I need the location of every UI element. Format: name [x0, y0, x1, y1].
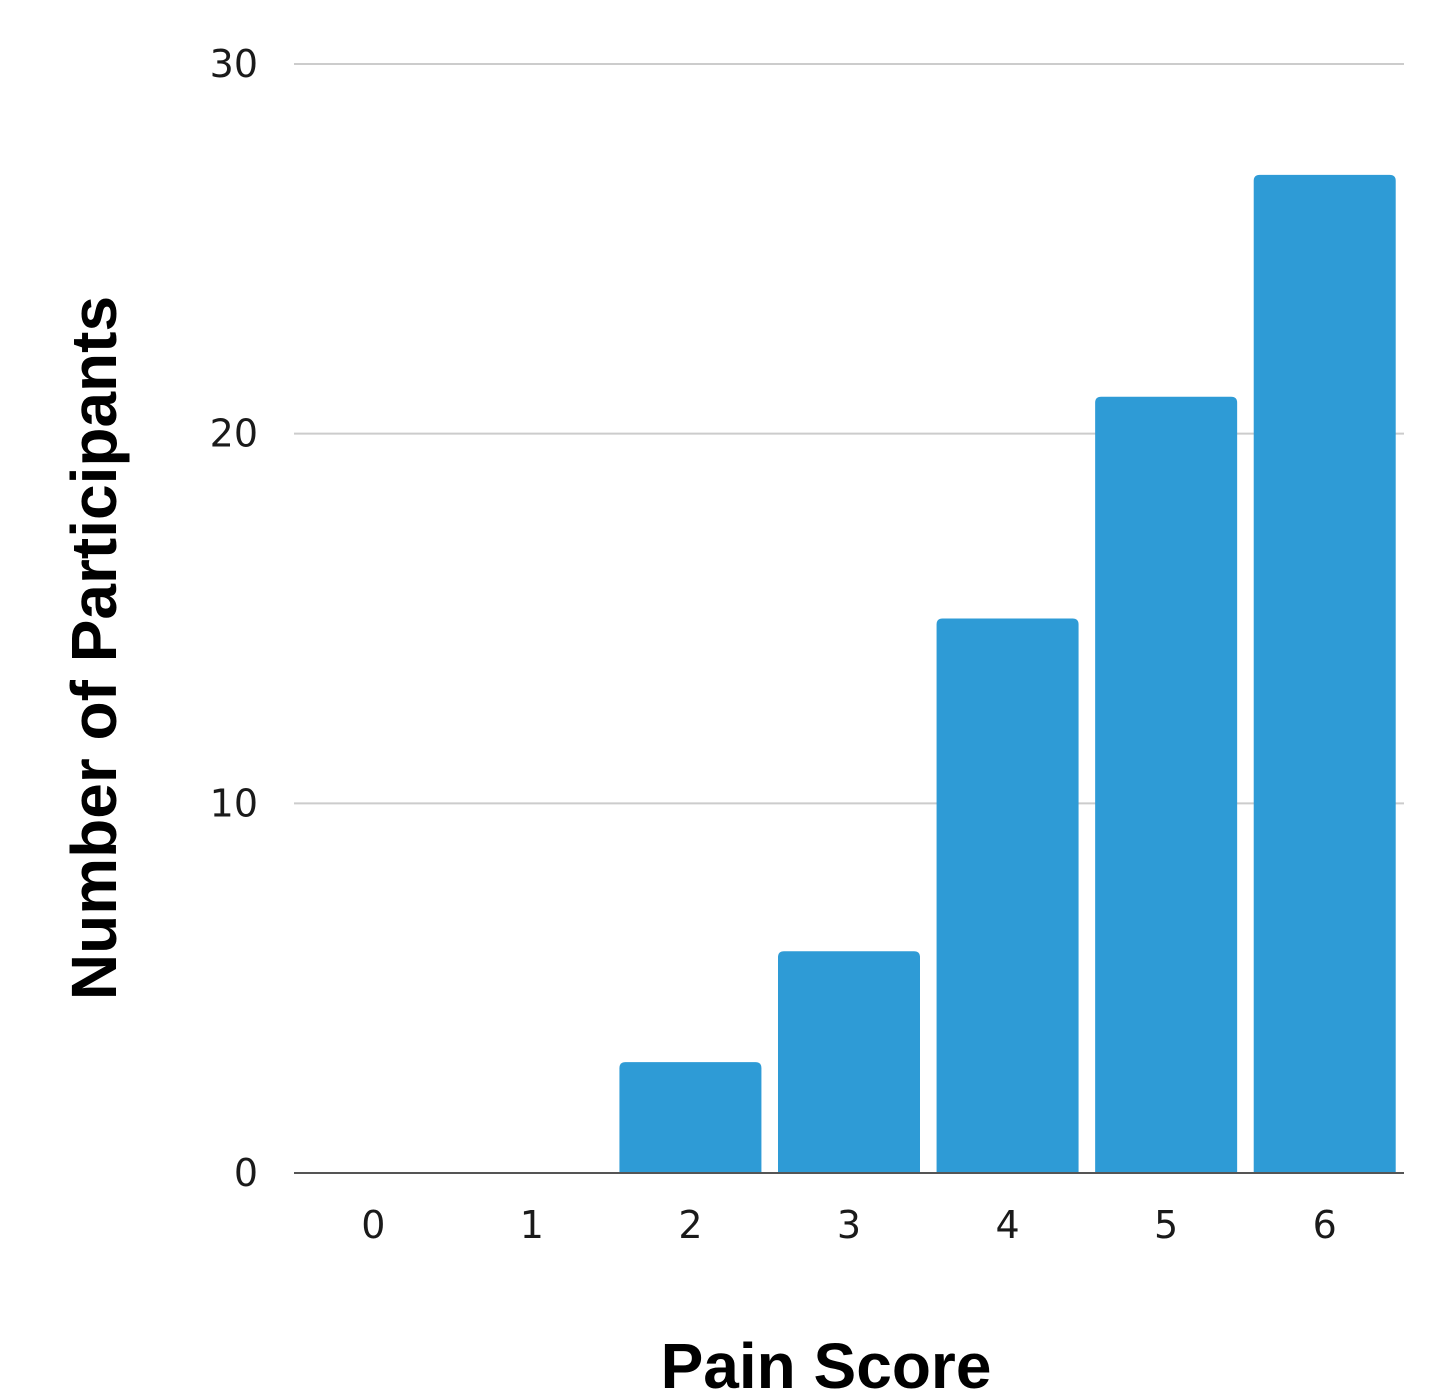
y-tick-label: 20 — [210, 412, 258, 456]
x-axis-title: Pain Score — [661, 1330, 992, 1395]
x-tick-label: 2 — [678, 1203, 702, 1247]
x-axis-ticks: 0 1 2 3 4 5 6 — [361, 1203, 1337, 1247]
x-tick-label: 3 — [837, 1203, 861, 1247]
bar — [619, 1062, 762, 1173]
x-tick-label: 4 — [995, 1203, 1019, 1247]
y-tick-label: 0 — [234, 1151, 258, 1195]
x-tick-label: 6 — [1313, 1203, 1337, 1247]
y-tick-label: 10 — [210, 781, 258, 825]
x-tick-label: 1 — [520, 1203, 544, 1247]
bars — [619, 174, 1396, 1173]
bar — [936, 618, 1079, 1173]
bar — [1095, 396, 1238, 1173]
bar — [778, 951, 920, 1173]
bar — [1253, 174, 1396, 1173]
y-axis-title: Number of Participants — [58, 296, 130, 1000]
y-axis-ticks: 0 10 20 30 — [210, 42, 258, 1195]
x-tick-label: 5 — [1154, 1203, 1178, 1247]
x-tick-label: 0 — [361, 1203, 385, 1247]
gridlines — [294, 63, 1404, 805]
y-tick-label: 30 — [210, 42, 258, 86]
